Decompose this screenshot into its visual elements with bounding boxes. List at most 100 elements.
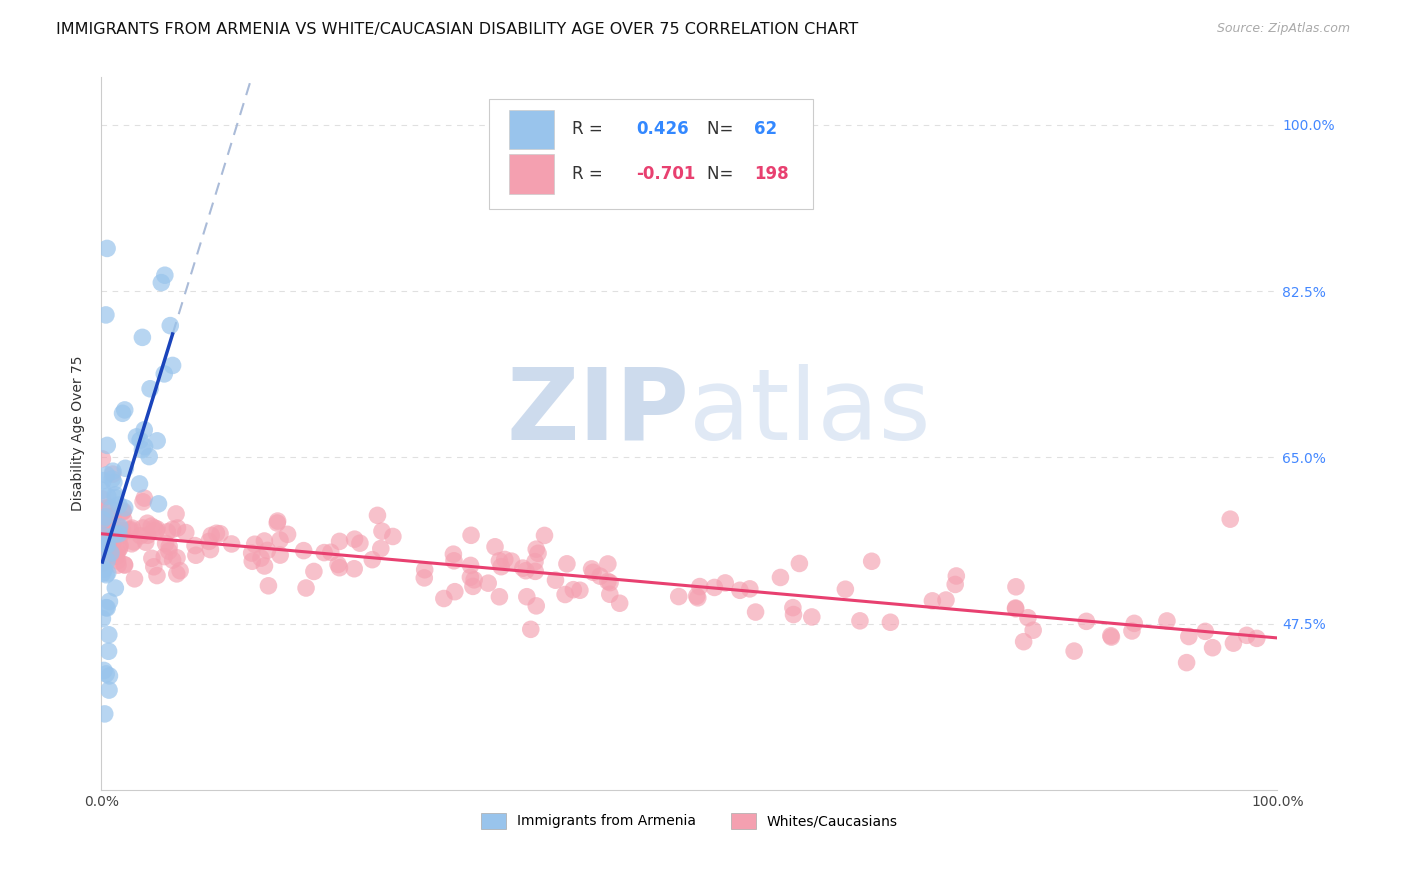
Point bbox=[112, 558, 135, 572]
Point bbox=[1201, 640, 1223, 655]
Point bbox=[91, 524, 114, 539]
Point bbox=[703, 581, 725, 595]
Point bbox=[101, 524, 124, 538]
Point bbox=[134, 491, 156, 505]
Point bbox=[433, 591, 456, 606]
Point bbox=[328, 560, 350, 574]
Point bbox=[100, 546, 122, 560]
Point bbox=[744, 605, 766, 619]
Point bbox=[146, 568, 169, 582]
Point bbox=[668, 590, 690, 604]
Point bbox=[1022, 624, 1045, 638]
Point bbox=[524, 565, 547, 579]
Text: 198: 198 bbox=[754, 165, 789, 183]
Point bbox=[1004, 601, 1026, 615]
Point bbox=[782, 600, 804, 615]
Point bbox=[935, 593, 957, 607]
Point bbox=[96, 537, 118, 551]
Point bbox=[91, 474, 114, 488]
Point bbox=[302, 565, 325, 579]
Point bbox=[460, 558, 482, 573]
Point bbox=[110, 524, 132, 538]
Point bbox=[686, 591, 709, 605]
Point bbox=[96, 530, 118, 544]
Point bbox=[789, 557, 811, 571]
Point bbox=[91, 562, 114, 576]
Point bbox=[118, 524, 141, 538]
Point bbox=[145, 524, 167, 538]
Point bbox=[413, 563, 436, 577]
Point bbox=[96, 438, 118, 452]
Point bbox=[599, 587, 621, 601]
Point bbox=[107, 519, 129, 533]
Point bbox=[329, 534, 352, 549]
Point bbox=[141, 519, 163, 533]
Point bbox=[800, 610, 823, 624]
Point bbox=[91, 557, 114, 571]
Point bbox=[494, 552, 516, 566]
Text: -0.701: -0.701 bbox=[637, 165, 696, 183]
Point bbox=[208, 526, 231, 541]
Point bbox=[945, 569, 967, 583]
Point bbox=[1178, 630, 1201, 644]
Point bbox=[562, 582, 585, 597]
Point bbox=[98, 669, 121, 683]
Text: N=: N= bbox=[707, 165, 738, 183]
Point bbox=[91, 513, 114, 527]
Point bbox=[371, 524, 394, 539]
Point bbox=[460, 528, 482, 542]
Point bbox=[443, 554, 465, 568]
Point bbox=[96, 554, 118, 568]
Point bbox=[97, 566, 120, 580]
Point bbox=[319, 545, 342, 559]
Point bbox=[488, 590, 510, 604]
Point bbox=[512, 561, 534, 575]
Point bbox=[689, 580, 711, 594]
Point bbox=[104, 488, 127, 502]
Point bbox=[91, 533, 114, 548]
Point bbox=[1222, 636, 1244, 650]
Point bbox=[97, 628, 120, 642]
Point bbox=[253, 534, 276, 549]
Point bbox=[107, 554, 129, 568]
Point bbox=[1175, 656, 1198, 670]
Point bbox=[91, 483, 114, 498]
Point bbox=[519, 623, 541, 637]
Point bbox=[91, 532, 114, 546]
Point bbox=[198, 534, 221, 549]
Point bbox=[108, 520, 131, 534]
Point bbox=[477, 576, 499, 591]
Legend: Immigrants from Armenia, Whites/Caucasians: Immigrants from Armenia, Whites/Caucasia… bbox=[475, 807, 903, 834]
Point bbox=[489, 559, 512, 574]
Point bbox=[596, 574, 619, 589]
Point bbox=[349, 536, 371, 550]
Point bbox=[108, 541, 131, 556]
Point bbox=[544, 573, 567, 587]
Point bbox=[484, 540, 506, 554]
Point bbox=[97, 527, 120, 541]
Point bbox=[128, 476, 150, 491]
Text: ZIP: ZIP bbox=[506, 364, 689, 461]
Point bbox=[1017, 611, 1039, 625]
Text: 0.426: 0.426 bbox=[637, 120, 689, 138]
Point bbox=[221, 537, 243, 551]
Point bbox=[141, 551, 163, 566]
Point bbox=[100, 502, 122, 516]
Point bbox=[114, 461, 136, 475]
Point bbox=[860, 554, 883, 568]
Point bbox=[1121, 624, 1143, 638]
Point bbox=[174, 525, 197, 540]
Point bbox=[103, 546, 125, 560]
Point bbox=[114, 558, 136, 572]
Point bbox=[343, 562, 366, 576]
Point bbox=[686, 589, 709, 603]
Bar bbox=[509, 154, 554, 194]
Text: atlas: atlas bbox=[689, 364, 931, 461]
Point bbox=[135, 535, 157, 549]
Point bbox=[96, 601, 118, 615]
Point bbox=[568, 583, 591, 598]
Point bbox=[277, 527, 299, 541]
Point bbox=[366, 508, 388, 523]
Point bbox=[266, 514, 288, 528]
Point bbox=[96, 509, 118, 524]
